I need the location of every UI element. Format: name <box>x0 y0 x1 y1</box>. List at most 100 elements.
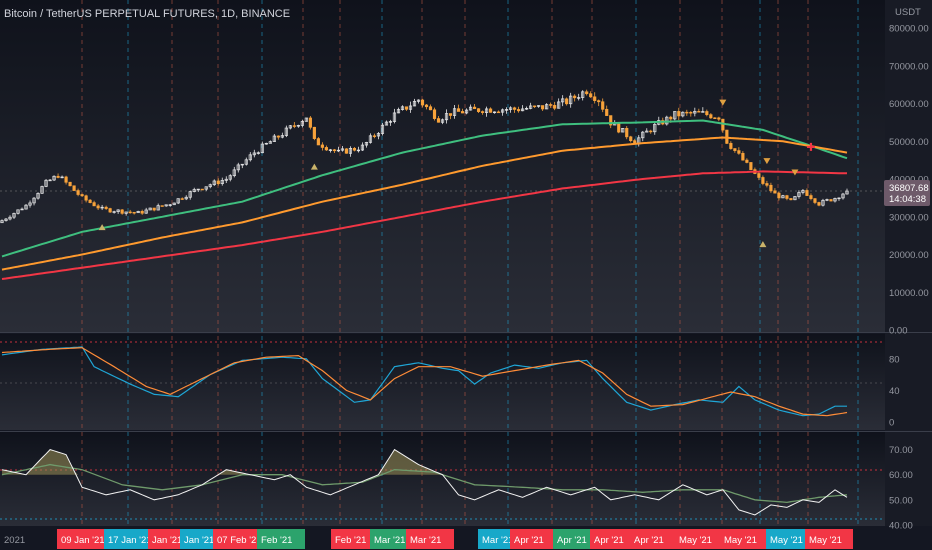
time-tag <box>257 529 305 549</box>
time-tag-label: Apr '21 <box>594 535 624 546</box>
candle-body <box>100 206 104 209</box>
time-tag-label: Mar '21 <box>410 535 441 546</box>
candle-body <box>793 196 797 201</box>
candle-body <box>541 105 545 110</box>
candle-body <box>128 211 132 214</box>
candle-body <box>244 159 248 165</box>
candle-body <box>837 197 841 200</box>
candle-body <box>773 190 777 194</box>
time-tag-label: 07 Feb '21 <box>217 535 262 546</box>
candle-body <box>765 183 769 186</box>
candle-body <box>733 148 737 151</box>
time-tag <box>766 529 814 549</box>
candle-body <box>304 117 308 122</box>
time-tag <box>510 529 558 549</box>
time-tag <box>406 529 454 549</box>
candle-body <box>412 100 417 107</box>
candle-body <box>789 198 793 201</box>
time-tag-label: May '21 <box>770 535 803 546</box>
candle-body <box>428 106 433 111</box>
candle-body <box>372 135 377 137</box>
candle-body <box>96 205 100 209</box>
candle-body <box>40 186 44 194</box>
candle-body <box>653 123 657 133</box>
year-label: 2021 <box>4 535 25 546</box>
candle-body <box>517 109 521 112</box>
last-price-value: 36807.68 <box>889 183 929 194</box>
candle-body <box>220 180 224 185</box>
candle-body <box>76 190 80 195</box>
candle-body <box>468 106 473 111</box>
candle-body <box>172 202 176 206</box>
y-tick-label: 60.00 <box>889 470 913 481</box>
candle-body <box>545 104 549 110</box>
rsi-signal-line <box>1 463 848 504</box>
candle-body <box>501 109 505 113</box>
rsi-lines <box>1 448 848 516</box>
cross-signal-marker <box>806 142 815 151</box>
candle-body <box>80 194 84 197</box>
candle-body <box>396 109 401 114</box>
time-tag-label: Apr '21 <box>514 535 544 546</box>
moving-average-line <box>1 119 848 258</box>
candle-body <box>204 186 208 190</box>
candle-body <box>224 178 228 181</box>
candle-body <box>829 199 833 202</box>
moving-average-line <box>1 136 848 271</box>
candle-body <box>380 124 385 134</box>
time-tag-label: Jan '21 <box>152 535 182 546</box>
candle-body <box>561 98 565 103</box>
sell-signal-marker <box>763 158 771 165</box>
time-tag-label: Jan '21 <box>184 535 214 546</box>
candle-body <box>424 104 429 108</box>
time-tag-label: 09 Jan '21 <box>61 535 105 546</box>
candle-body <box>513 107 517 110</box>
y-tick-label: 80 <box>889 354 900 365</box>
candle-body <box>228 175 232 180</box>
candle-body <box>348 147 352 154</box>
candle-body <box>593 96 597 101</box>
candle-body <box>12 212 16 218</box>
buy-signal-marker <box>310 163 318 170</box>
candle-body <box>497 111 501 114</box>
candle-body <box>332 149 336 152</box>
candle-body <box>645 130 649 133</box>
candle-body <box>264 142 268 145</box>
axis-unit: USDT <box>895 7 921 18</box>
candle-body <box>605 108 609 116</box>
time-tag-label: May '21 <box>679 535 712 546</box>
candle-body <box>505 109 509 111</box>
candle-body <box>833 197 837 202</box>
candle-body <box>452 108 457 116</box>
candle-body <box>677 111 681 117</box>
candle-body <box>4 218 8 221</box>
time-tag <box>553 529 601 549</box>
candle-body <box>436 118 441 123</box>
candle-body <box>20 208 24 211</box>
candle-body <box>24 204 28 210</box>
time-tag <box>590 529 638 549</box>
candle-body <box>68 181 72 187</box>
candle-body <box>641 131 645 139</box>
candle-body <box>168 204 172 206</box>
last-price-label: 36807.68 14:04:38 <box>884 180 930 206</box>
signal-markers <box>98 99 815 248</box>
candle-body <box>797 192 801 197</box>
candle-body <box>384 121 389 126</box>
candle-body <box>420 99 425 106</box>
time-tag-label: Mar '21 <box>374 535 405 546</box>
candle-body <box>717 117 721 120</box>
candle-body <box>116 209 120 213</box>
time-tag-label: May '21 <box>724 535 757 546</box>
candle-body <box>184 196 188 200</box>
candle-body <box>28 202 32 206</box>
y-tick-label: 20000.00 <box>889 250 929 261</box>
candle-body <box>801 190 805 193</box>
candle-body <box>585 91 589 95</box>
candle-body <box>240 163 244 166</box>
candle-body <box>84 195 88 201</box>
candle-body <box>188 191 192 198</box>
time-tag-label: 17 Jan '21 <box>108 535 152 546</box>
candle-body <box>312 126 316 139</box>
